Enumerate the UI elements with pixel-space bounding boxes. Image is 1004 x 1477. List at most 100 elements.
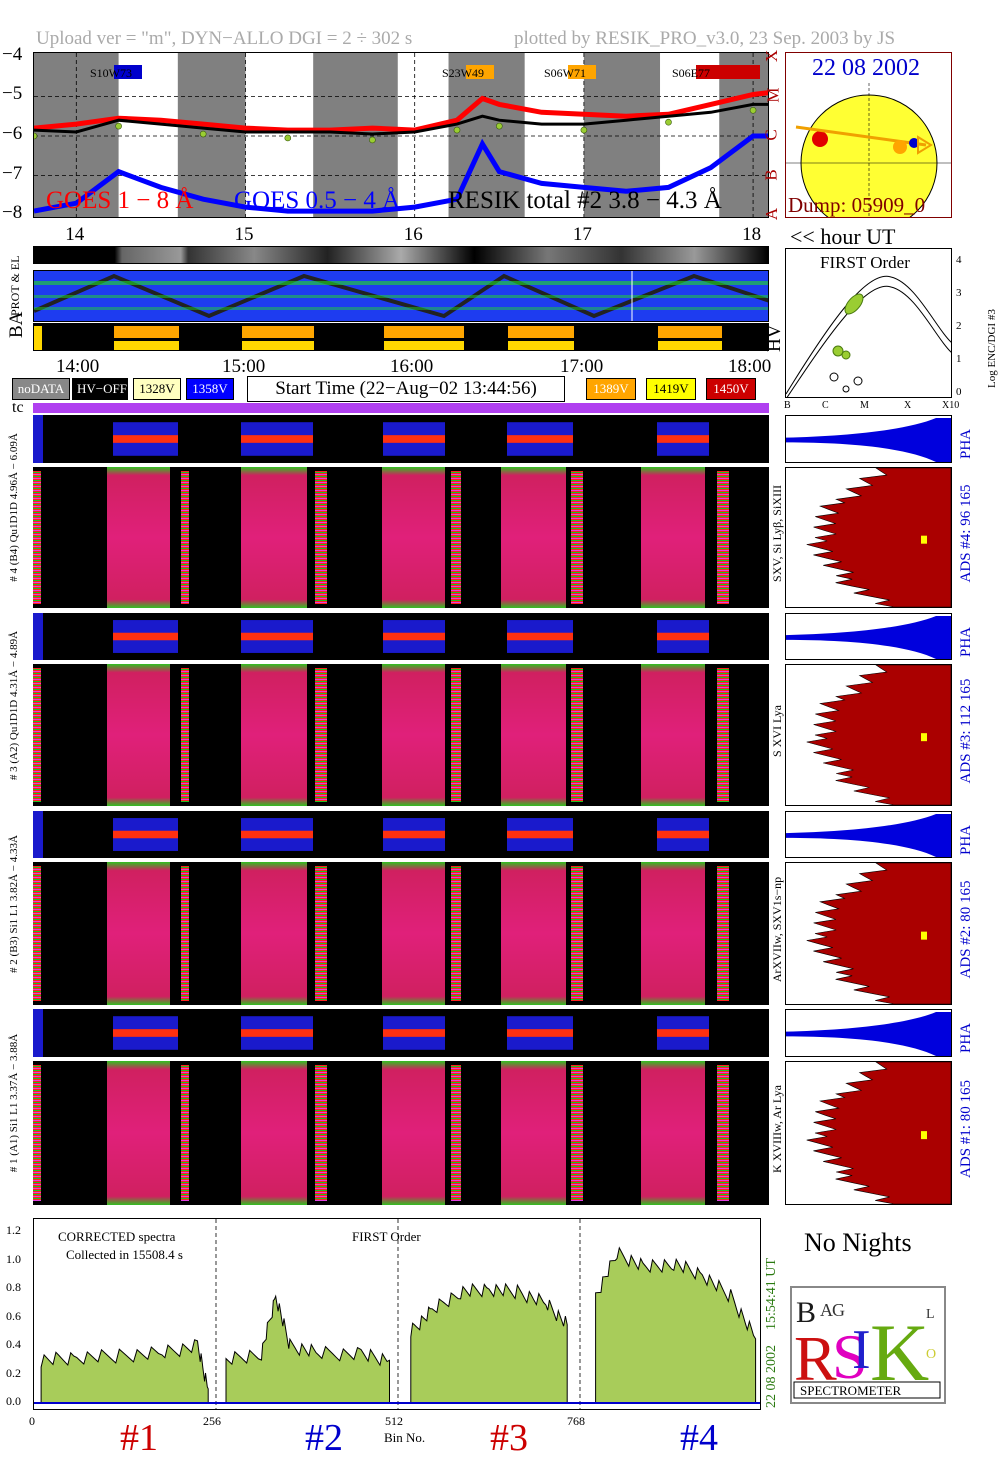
pha-line-5 xyxy=(657,435,709,443)
goes-ytick-3: −6 xyxy=(2,123,23,144)
spectrogram-block-2 xyxy=(107,664,170,806)
pha-strip-chart-3 xyxy=(33,811,709,858)
pha-label-2: PHA xyxy=(958,626,974,657)
pha-histogram-2 xyxy=(785,613,952,660)
pha-strip-chart-1 xyxy=(33,415,709,463)
first-order-ytick-3: 3 xyxy=(956,287,962,299)
first-order-cluster xyxy=(844,293,864,315)
pha-edge xyxy=(33,415,43,463)
goes-class-c: C xyxy=(761,129,781,141)
spectrogram-block-2 xyxy=(107,467,170,608)
ads-histogram-marker-3 xyxy=(921,931,927,940)
ads-histogram-shape-3 xyxy=(806,862,952,1005)
spectrogram-block-8 xyxy=(501,1061,566,1205)
spectrogram-strip-9 xyxy=(571,668,583,802)
pha-line-5 xyxy=(657,830,709,839)
green-band-1 xyxy=(34,281,768,285)
first-order-curve-inner xyxy=(786,285,951,397)
spectrogram-1 xyxy=(33,467,769,608)
resik-point-7 xyxy=(284,134,292,142)
first-order-ylabel: Log ENC/DGI #3 xyxy=(986,309,998,388)
orbit-panel xyxy=(33,270,769,322)
spectrum-segment-3 xyxy=(410,1282,568,1404)
logo-letter-a: A xyxy=(820,1300,833,1320)
resik-point-11 xyxy=(453,126,461,134)
spectrum-segment-2 xyxy=(225,1294,390,1404)
spectrogram-label-3: # 2 (B3) Si1 L1 3.82Å − 4.33Å xyxy=(8,835,20,973)
ads-histogram-chart-2 xyxy=(806,664,952,806)
spectrogram-block-4 xyxy=(241,862,307,1005)
spectrum-segment-1 xyxy=(40,1339,209,1404)
pha-strip-1 xyxy=(33,415,769,463)
spectrogram-4 xyxy=(33,1061,769,1205)
ads-histogram-shape-4 xyxy=(806,1061,952,1205)
spectrogram-block-2 xyxy=(107,862,170,1005)
spectrogram-strip-3 xyxy=(181,866,189,1001)
resik-point-13 xyxy=(495,122,503,130)
pha-histogram-chart-4 xyxy=(786,1012,951,1056)
ba-segment-2 xyxy=(242,326,314,338)
pha-histogram-1 xyxy=(785,415,952,463)
spectrogram-strip-11 xyxy=(717,668,729,802)
pha-line-3 xyxy=(383,435,445,443)
first-order-title: FIRST Order xyxy=(820,253,910,272)
spectrum-xtick-3: 512 xyxy=(385,1414,403,1428)
resik-point-9 xyxy=(369,136,376,144)
pha-edge xyxy=(33,1009,43,1057)
pha-histogram-chart-3 xyxy=(786,814,951,857)
pha-histogram-shape-2 xyxy=(786,616,951,659)
spectrogram-strip-1 xyxy=(33,866,41,1001)
spectrogram-strip-1 xyxy=(33,1065,41,1201)
logo-letter-i: I xyxy=(852,1319,871,1381)
dump-label: Dump: 05909_0 xyxy=(788,193,926,217)
pha-histogram-shape-3 xyxy=(786,814,951,857)
hv-segment-2 xyxy=(242,341,314,350)
spectrogram-block-6 xyxy=(382,862,445,1005)
spectrogram-block-6 xyxy=(382,1061,445,1205)
resik-point-19 xyxy=(749,107,757,114)
first-order-xtick-2: C xyxy=(822,400,829,411)
hv-segment-5 xyxy=(658,341,722,350)
goes-class-x: X xyxy=(762,49,782,63)
pha-strip-4 xyxy=(33,1009,769,1057)
orbit-track-line xyxy=(34,273,768,319)
spectrum-note-2: Collected in 15508.4 s xyxy=(66,1247,183,1262)
spectrogram-strip-1 xyxy=(33,471,41,604)
series-line-1 xyxy=(34,90,768,133)
spectrogram-block-4 xyxy=(241,467,307,608)
sun-date: 22 08 2002 xyxy=(812,55,920,81)
ads-histogram-chart-4 xyxy=(806,1061,952,1205)
hv-legend-1: noDATA xyxy=(12,378,70,400)
goes-054-legend: GOES 0.5 − 4 Å xyxy=(234,187,401,214)
hv-legend-3: 1328V xyxy=(133,378,181,400)
ba-label: BA xyxy=(6,311,27,338)
series-line-3 xyxy=(34,102,768,136)
spectrogram-strip-1 xyxy=(33,668,41,802)
first-order-point-5 xyxy=(842,385,850,393)
logo-letter-s: S xyxy=(832,1321,868,1392)
logo-letter-l: L xyxy=(926,1307,935,1322)
ba-start-segment xyxy=(34,326,42,350)
pha-edge xyxy=(33,613,43,660)
pha-line-1 xyxy=(113,1029,178,1037)
ads-histogram-marker-4 xyxy=(921,1131,927,1140)
tc-label: tc xyxy=(12,399,24,416)
time-tick-1: 14:00 xyxy=(56,356,100,377)
spectrogram-block-10 xyxy=(641,1061,705,1205)
spectrogram-strip-7 xyxy=(451,668,461,802)
goes-18-legend: GOES 1 − 8 Å xyxy=(46,187,194,214)
spectrogram-chart-4 xyxy=(33,1061,729,1205)
spectrogram-block-4 xyxy=(241,664,307,806)
first-order-ytick-0: 0 xyxy=(956,386,962,398)
sun-disk-panel: 22 08 2002 Dump: 05909_0 xyxy=(785,52,952,218)
goes-class-m: M xyxy=(763,87,783,104)
resik-point-5 xyxy=(199,130,207,138)
spectrum-order: FIRST Order xyxy=(352,1229,421,1244)
pha-line-4 xyxy=(507,830,573,839)
ion-label-4: K XVIIIw, Ar Lya xyxy=(770,1085,784,1173)
pha-line-1 xyxy=(113,830,178,839)
spectrogram-strip-7 xyxy=(451,866,461,1001)
pha-line-4 xyxy=(507,435,573,443)
first-order-ytick-4: 4 xyxy=(956,254,962,266)
logo-letter-g: G xyxy=(832,1300,845,1320)
